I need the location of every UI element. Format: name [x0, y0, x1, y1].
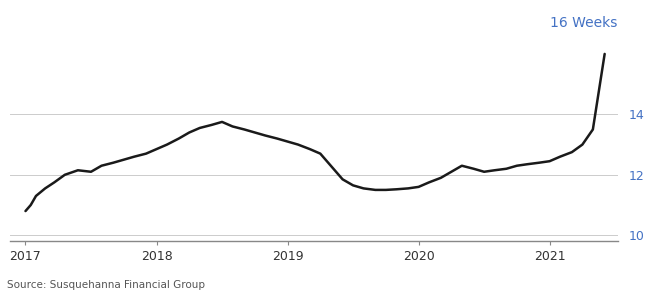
Text: 16 Weeks: 16 Weeks	[550, 16, 618, 30]
Text: Source: Susquehanna Financial Group: Source: Susquehanna Financial Group	[7, 280, 204, 290]
